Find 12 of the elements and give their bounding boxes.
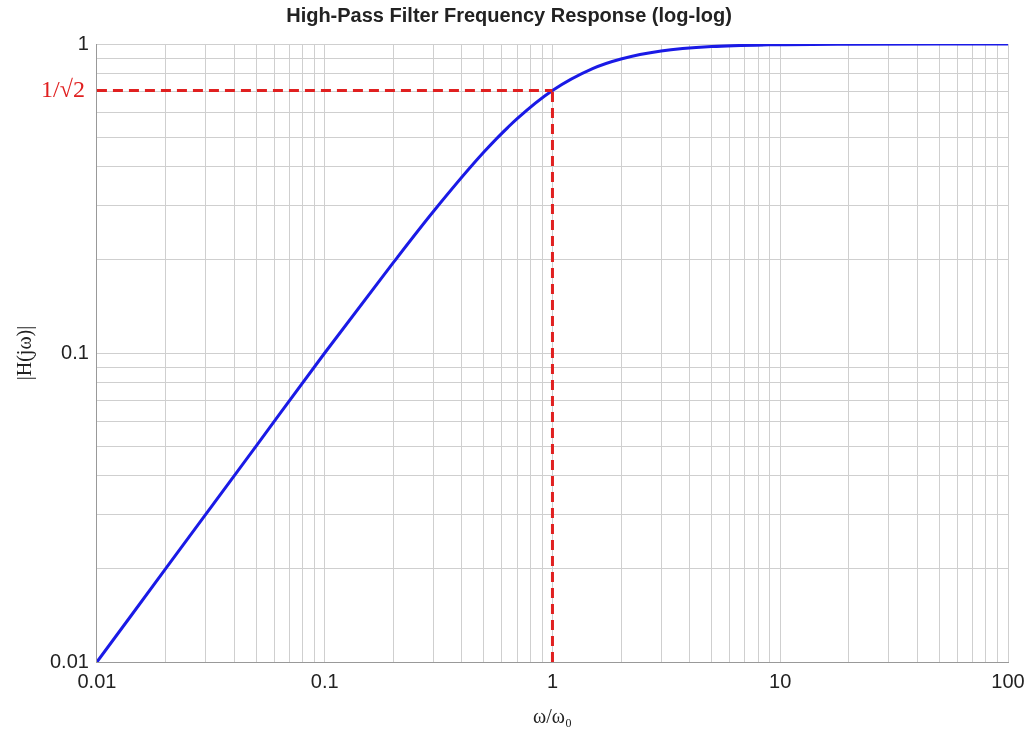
x-tick-label: 10 (769, 669, 792, 692)
y-tick-label: 1 (77, 31, 89, 54)
chart-title: High-Pass Filter Frequency Response (log-log) (286, 3, 732, 26)
y-tick-label: 0.01 (49, 649, 89, 672)
y-tick-label: 0.1 (61, 340, 89, 363)
x-tick-label: 0.01 (77, 669, 117, 692)
x-tick-label: 0.1 (310, 669, 339, 692)
ref-line-label: 1/√2 (41, 75, 85, 102)
x-tick-label: 1 (546, 669, 559, 692)
y-axis-title: |H(jω)| (13, 325, 37, 381)
x-tick-label: 100 (991, 669, 1025, 692)
x-axis-title: ω/ω₀ (533, 705, 572, 728)
